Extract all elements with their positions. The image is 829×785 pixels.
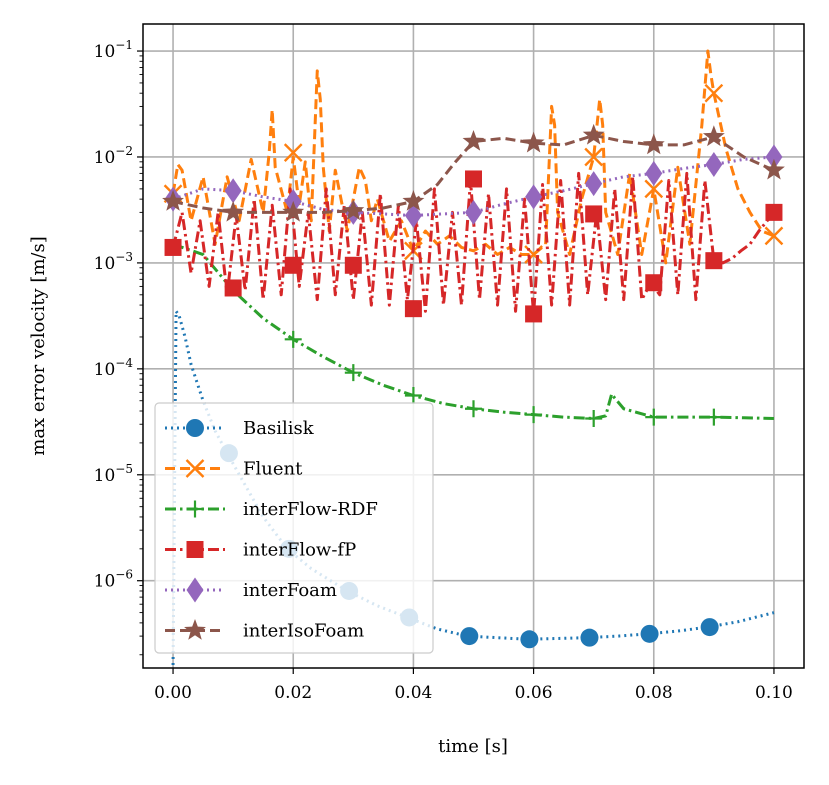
data-point bbox=[522, 131, 545, 153]
data-point bbox=[344, 364, 362, 382]
data-point bbox=[465, 400, 482, 418]
data-point bbox=[224, 178, 242, 204]
data-point bbox=[222, 200, 245, 222]
legend-box bbox=[154, 402, 434, 654]
data-point bbox=[283, 143, 303, 162]
data-point bbox=[645, 408, 663, 426]
data-point bbox=[184, 619, 206, 640]
x-tick-label: 0.06 bbox=[515, 683, 553, 703]
y-tick-label: 10−5 bbox=[94, 462, 133, 486]
series-line bbox=[172, 133, 775, 214]
x-tick-label: 0.04 bbox=[394, 683, 432, 703]
y-tick-label: 10−2 bbox=[94, 144, 133, 168]
x-tick-label: 0.10 bbox=[755, 683, 793, 703]
data-point bbox=[404, 300, 422, 318]
legend-item: interFlow-RDF bbox=[165, 499, 378, 520]
series-line bbox=[171, 309, 775, 666]
data-point bbox=[764, 226, 784, 246]
x-tick-label: 0.02 bbox=[274, 683, 312, 703]
legend-item: Fluent bbox=[165, 459, 303, 480]
data-point bbox=[465, 170, 482, 188]
series-line bbox=[172, 155, 775, 218]
data-point bbox=[342, 199, 365, 221]
data-point bbox=[700, 618, 719, 637]
legend-label: interIsoFoam bbox=[243, 621, 364, 642]
data-point bbox=[525, 184, 543, 210]
series-interflow-fp bbox=[164, 170, 783, 323]
data-point bbox=[642, 133, 665, 155]
legend-item: interFoam bbox=[165, 577, 337, 603]
data-point bbox=[460, 627, 479, 646]
legend-item: Basilisk bbox=[165, 418, 315, 439]
data-point bbox=[186, 500, 204, 518]
data-point bbox=[284, 330, 302, 348]
data-point bbox=[702, 125, 725, 147]
data-point bbox=[705, 252, 723, 270]
data-point bbox=[763, 158, 785, 180]
data-point bbox=[284, 256, 302, 274]
series-layer bbox=[162, 49, 785, 666]
data-point bbox=[282, 200, 305, 222]
data-point bbox=[525, 406, 543, 424]
y-tick-label: 10−1 bbox=[94, 38, 133, 62]
data-point bbox=[186, 541, 204, 558]
y-tick-label: 10−3 bbox=[94, 250, 133, 274]
data-point bbox=[584, 147, 604, 167]
data-point bbox=[765, 203, 783, 221]
data-point bbox=[186, 577, 204, 603]
data-point bbox=[705, 408, 723, 426]
y-tick-label: 10−6 bbox=[94, 568, 133, 592]
data-point bbox=[580, 628, 599, 647]
legend-label: Basilisk bbox=[243, 418, 315, 439]
data-point bbox=[520, 630, 539, 649]
data-point bbox=[344, 256, 362, 274]
x-axis-label: time [s] bbox=[438, 736, 508, 757]
legend-label: interFlow-RDF bbox=[243, 499, 378, 520]
data-point bbox=[585, 409, 603, 427]
data-point bbox=[705, 151, 723, 177]
data-point bbox=[765, 144, 783, 170]
series-interisofoam bbox=[162, 123, 785, 222]
legend-label: Fluent bbox=[243, 459, 303, 480]
data-point bbox=[404, 387, 422, 405]
y-tick-label: 10−4 bbox=[94, 356, 134, 380]
data-point bbox=[585, 171, 603, 197]
data-point bbox=[224, 279, 242, 297]
data-point bbox=[585, 205, 603, 223]
legend-item: interFlow-fP bbox=[165, 540, 356, 561]
y-axis-label: max error velocity [m/s] bbox=[28, 236, 49, 456]
data-point bbox=[704, 83, 724, 103]
data-point bbox=[402, 189, 425, 211]
legend-label: interFlow-fP bbox=[243, 540, 356, 561]
data-point bbox=[162, 189, 184, 211]
data-point bbox=[525, 305, 543, 323]
x-tick-label: 0.00 bbox=[154, 683, 192, 703]
ticks: 0.00 0.02 0.04 0.06 0.08 0.10 10−6 10−5 10−4 10−3… bbox=[94, 38, 793, 703]
data-point bbox=[645, 274, 663, 292]
data-point bbox=[186, 419, 204, 437]
data-point bbox=[185, 459, 205, 478]
legend: Basilisk Fluent interFlow-RDF interFlow-fP i… bbox=[154, 402, 434, 654]
legend-label: interFoam bbox=[243, 580, 337, 601]
series-interflow-rdf bbox=[172, 242, 774, 427]
data-point bbox=[164, 238, 182, 256]
x-tick-label: 0.08 bbox=[635, 683, 673, 703]
legend-item: interIsoFoam bbox=[165, 619, 364, 642]
data-point bbox=[640, 624, 659, 643]
data-point bbox=[645, 160, 663, 186]
data-point bbox=[465, 199, 482, 225]
data-point bbox=[404, 203, 422, 229]
data-point bbox=[462, 130, 485, 151]
data-point bbox=[644, 179, 664, 199]
plot-frame bbox=[142, 23, 805, 669]
data-point bbox=[582, 123, 605, 145]
